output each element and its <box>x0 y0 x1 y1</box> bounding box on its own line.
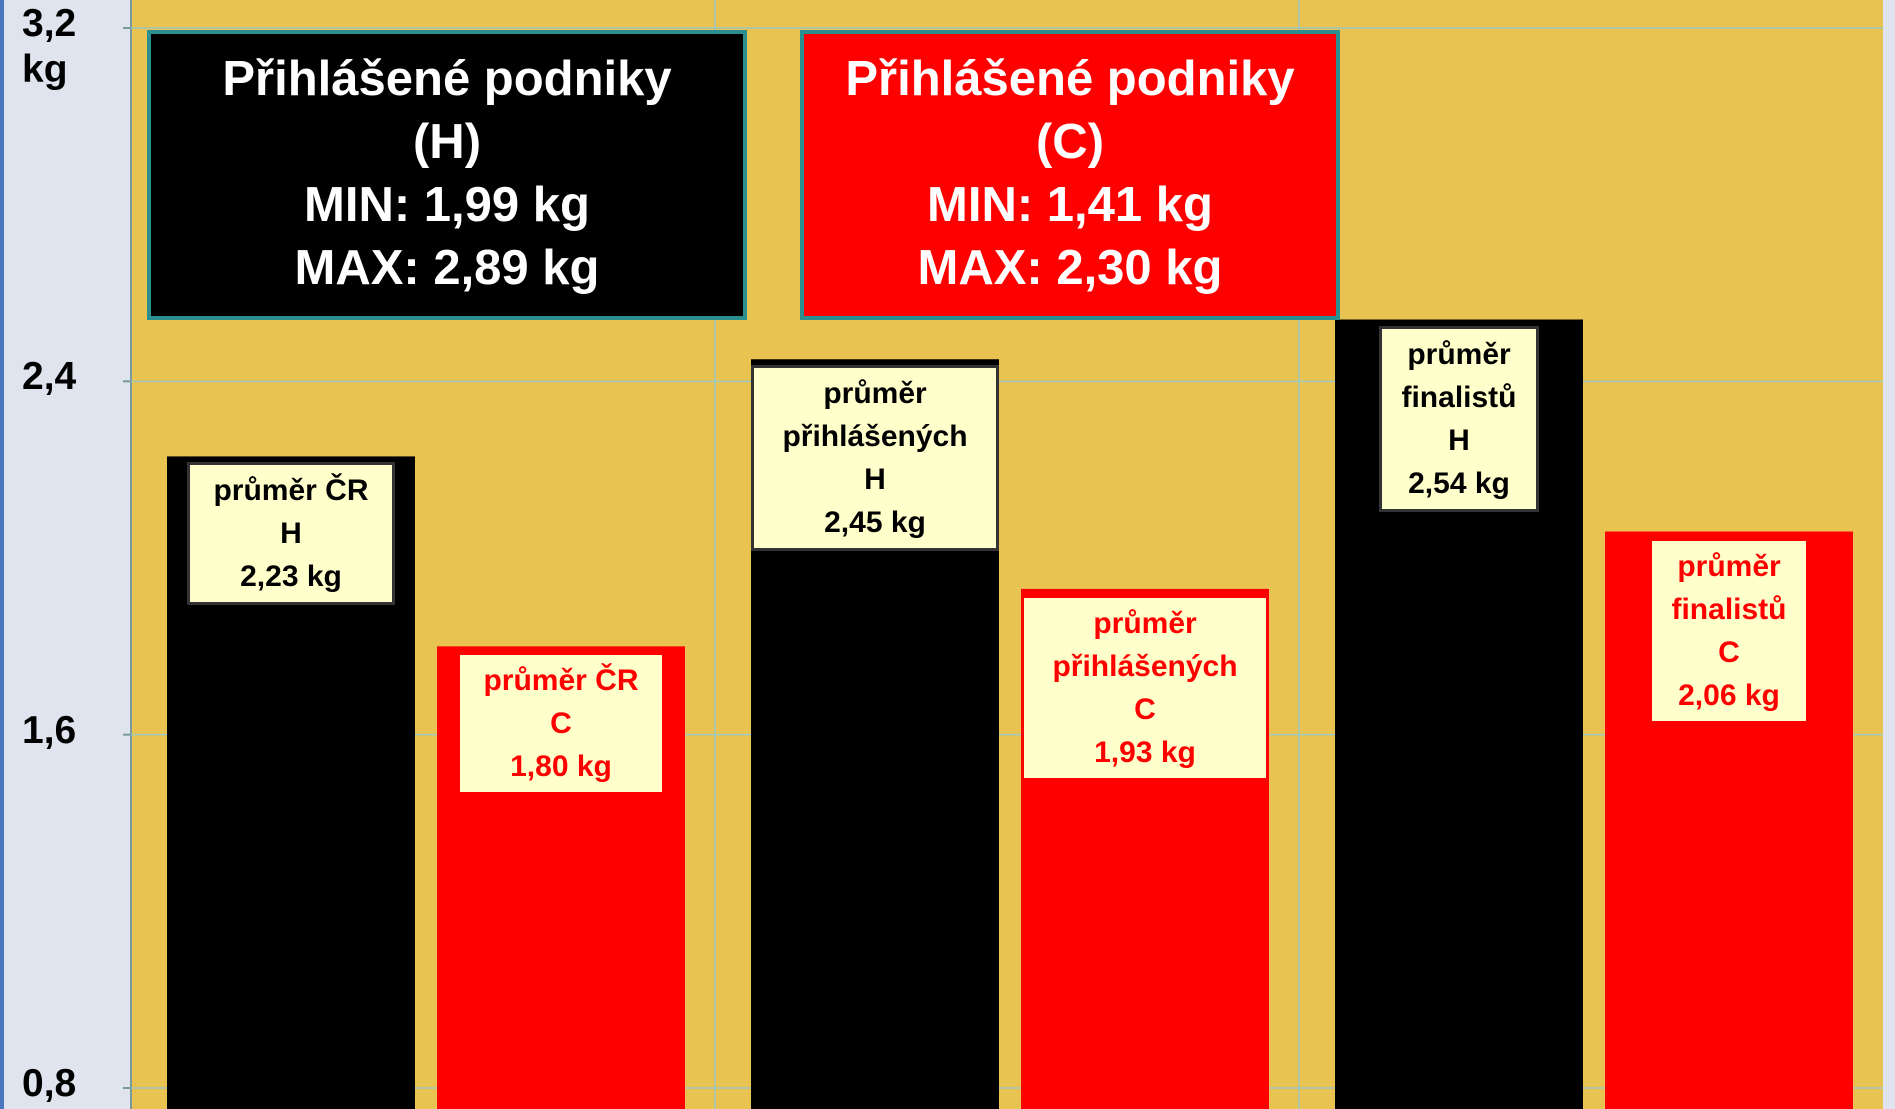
bar-label-box: průměr ČR C 1,80 kg <box>457 652 665 796</box>
bar-label-value: 1,93 kg <box>1094 735 1196 769</box>
bar-label-box: průměr přihlášených H 2,45 kg <box>751 365 999 552</box>
bar-label-category: průměr finalistů <box>1671 549 1787 626</box>
bar-label-box: průměr ČR H 2,23 kg <box>187 462 395 606</box>
bar-label-value: 2,06 kg <box>1678 678 1780 712</box>
y-tick-label: 0,8 <box>22 1062 77 1105</box>
bar-label-category: průměr přihlášených <box>1052 606 1238 683</box>
bar-label-category: průměr přihlášených <box>782 377 968 454</box>
annotation-box: Přihlášené podniky (C) MIN: 1,41 kg MAX: 2,… <box>800 30 1340 320</box>
bar-label-value: 2,54 kg <box>1408 466 1510 500</box>
bar-label-series: C <box>1134 692 1156 726</box>
bar-label-box: průměr finalistů H 2,54 kg <box>1379 325 1539 512</box>
y-tick-label: 2,4 <box>22 355 77 399</box>
bar-label-series: H <box>280 517 302 551</box>
y-axis-label: kg <box>22 48 68 91</box>
annotation-line: Přihlášené podniky <box>222 52 672 106</box>
bar-label-series: C <box>1718 635 1740 669</box>
bar-label-box: průměr finalistů C 2,06 kg <box>1649 537 1809 724</box>
bar-label-box: průměr přihlášených C 1,93 kg <box>1021 594 1269 781</box>
bar-label-category: průměr ČR <box>213 474 369 508</box>
annotation-line: Přihlášené podniky <box>845 52 1295 106</box>
bar-label-series: H <box>864 463 886 497</box>
annotation-line: (C) <box>1035 115 1105 169</box>
bar-label-series: H <box>1448 423 1470 457</box>
annotation-line: MIN: 1,41 kg <box>927 178 1213 232</box>
bar-label-series: C <box>550 707 572 741</box>
bar-label-value: 2,45 kg <box>824 506 926 540</box>
bar-label-category: průměr ČR <box>483 664 639 698</box>
annotation-line: MAX: 2,89 kg <box>294 241 600 295</box>
bar-label-value: 1,80 kg <box>510 750 612 784</box>
y-tick-label: 1,6 <box>22 708 77 752</box>
annotation-box: Přihlášené podniky (H) MIN: 1,99 kg MAX: 2,… <box>147 30 747 320</box>
y-tick-label: 3,2 <box>22 2 77 45</box>
bar-label-value: 2,23 kg <box>240 560 342 594</box>
annotation-line: MAX: 2,30 kg <box>917 241 1223 295</box>
bar-label-category: průměr finalistů <box>1401 337 1517 414</box>
annotation-line: (H) <box>412 115 482 169</box>
annotation-line: MIN: 1,99 kg <box>304 178 590 232</box>
